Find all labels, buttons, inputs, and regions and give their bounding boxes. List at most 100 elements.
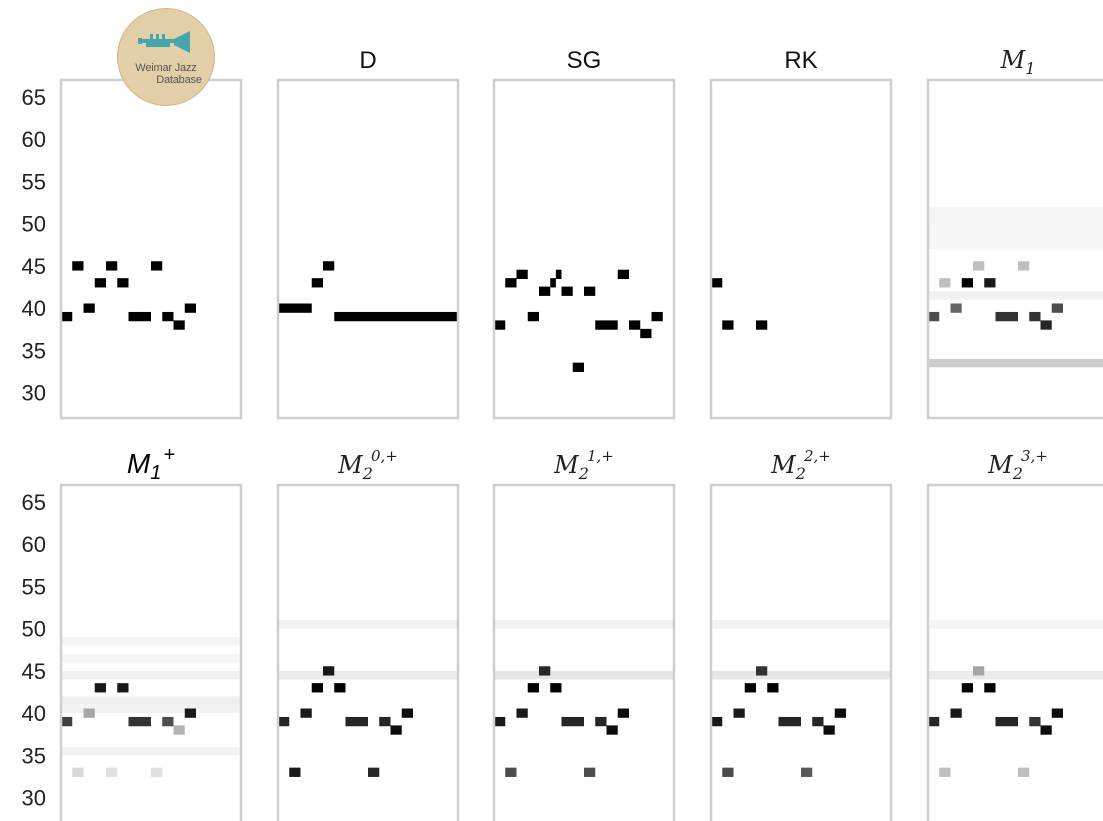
probability-band <box>61 704 241 714</box>
panel-frame <box>926 483 1103 821</box>
note-cell <box>527 311 539 322</box>
note-cell <box>83 708 95 718</box>
note-cell <box>939 767 951 777</box>
note-cell <box>778 716 801 727</box>
note-cell <box>401 708 413 718</box>
note-cell <box>973 666 985 676</box>
panel-background <box>711 485 891 821</box>
title-superscript: 3,+ <box>1021 447 1048 465</box>
note-cell <box>94 683 106 693</box>
panel-background <box>928 485 1103 821</box>
y-tick-label: 35 <box>22 338 46 363</box>
panel-title: RK <box>784 47 817 74</box>
y-tick-label: 60 <box>22 127 46 152</box>
note-cell <box>767 683 779 693</box>
panel-frame <box>492 483 676 821</box>
note-cell <box>61 716 73 727</box>
note-cell <box>494 716 506 727</box>
note-cell <box>595 320 618 330</box>
panel-title: M1 <box>1000 46 1036 78</box>
title-subscript: 1 <box>150 462 161 484</box>
note-cell <box>368 767 380 777</box>
probability-band <box>928 223 1103 249</box>
note-cell <box>117 683 129 693</box>
note-cell <box>151 261 163 271</box>
title-subscript: 2 <box>1012 464 1023 483</box>
probability-band <box>61 746 241 756</box>
note-cell <box>278 303 312 313</box>
panel-M1plus <box>61 485 241 821</box>
note-cell <box>550 683 562 693</box>
note-cell <box>984 278 996 288</box>
note-cell <box>995 716 1018 727</box>
note-cell <box>995 311 1018 322</box>
panel-frame <box>709 78 893 420</box>
note-cell <box>572 362 584 372</box>
note-cell <box>278 716 290 727</box>
note-cell <box>823 725 835 735</box>
y-tick-label: 65 <box>22 85 46 110</box>
note-cell <box>106 261 118 271</box>
note-cell <box>345 716 368 727</box>
note-cell <box>117 278 129 288</box>
note-cell <box>72 261 84 271</box>
panel-background <box>278 80 458 418</box>
note-cell <box>505 278 517 288</box>
note-cell <box>128 716 151 727</box>
title-main: M <box>1000 46 1027 74</box>
logo-text-line1: Weimar Jazz <box>135 62 197 74</box>
panel-M2_3 <box>928 485 1103 821</box>
probability-band <box>928 291 1103 300</box>
note-cell <box>973 261 985 271</box>
note-cell <box>162 311 174 322</box>
panel-frame <box>709 483 893 821</box>
note-cell <box>83 303 95 313</box>
probability-band <box>928 206 1103 224</box>
note-cell <box>584 286 596 296</box>
panel-title: M21,+ <box>553 447 614 483</box>
y-tick-label: 50 <box>22 617 46 642</box>
panel-frame <box>926 78 1103 420</box>
note-cell <box>61 311 73 322</box>
panel-frame <box>276 483 460 821</box>
note-cell <box>516 708 528 718</box>
y-tick-label: 30 <box>22 381 46 406</box>
panel-background <box>494 485 674 821</box>
trumpet-icon <box>138 31 190 53</box>
logo-text-line2: Database <box>156 74 202 86</box>
title-subscript: 2 <box>362 464 373 483</box>
note-cell <box>527 683 539 693</box>
probability-band <box>928 620 1103 629</box>
panel-M2_2 <box>711 485 891 821</box>
probability-band <box>928 358 1103 368</box>
note-cell <box>184 303 196 313</box>
y-tick-label: 50 <box>22 212 46 237</box>
note-cell <box>323 261 335 271</box>
note-cell <box>733 708 745 718</box>
title-superscript: 2,+ <box>803 447 831 465</box>
title-superscript: 1,+ <box>587 447 614 465</box>
note-cell <box>184 708 196 718</box>
note-cell <box>311 278 323 288</box>
note-cell <box>94 278 106 288</box>
probability-band <box>278 620 458 629</box>
note-cell <box>711 278 723 288</box>
panel-title: M23,+ <box>987 447 1048 483</box>
note-cell <box>928 311 940 322</box>
title-superscript: 0,+ <box>371 447 398 465</box>
note-cell <box>928 716 940 727</box>
panel-M2_0 <box>278 485 458 821</box>
note-cell <box>812 716 824 727</box>
note-cell <box>756 666 768 676</box>
panel-background <box>278 485 458 821</box>
note-cell <box>595 716 607 727</box>
note-cell <box>289 767 301 777</box>
note-cell <box>334 683 346 693</box>
note-cell <box>711 716 723 727</box>
y-tick-label: 30 <box>22 786 46 811</box>
note-cell <box>300 708 312 718</box>
title-main: M <box>127 448 151 479</box>
panel-D <box>278 80 458 418</box>
note-cell <box>1018 767 1030 777</box>
probability-band <box>61 654 241 663</box>
